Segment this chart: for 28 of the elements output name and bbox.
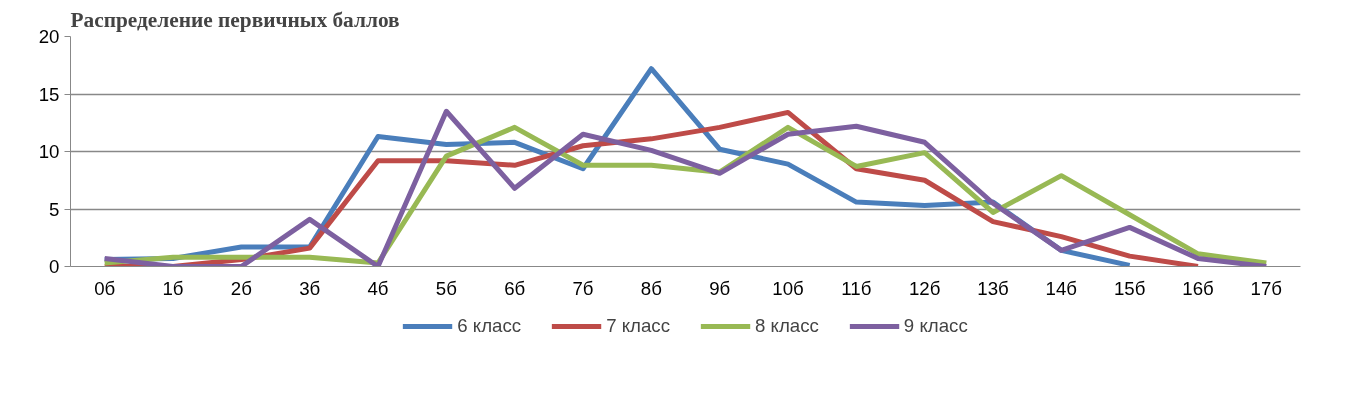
x-tick-label: 11б	[841, 277, 872, 299]
x-tick-label: 10б	[772, 277, 804, 299]
legend-label: 8 класс	[755, 315, 819, 337]
x-tick-label: 17б	[1250, 277, 1283, 299]
x-tick-label: 0б	[94, 277, 116, 299]
x-tick-label: 15б	[1113, 277, 1146, 299]
x-tick-label: 1б	[162, 277, 184, 299]
y-tick-label: 10	[38, 141, 60, 162]
x-tick-label: 7б	[572, 277, 594, 299]
x-tick-label: 4б	[367, 277, 389, 299]
y-tick-label: 15	[38, 83, 60, 105]
x-tick-label: 16б	[1182, 277, 1214, 299]
y-tick-label: 0	[49, 256, 60, 277]
x-tick-label: 3б	[299, 277, 321, 299]
legend-label: 9 класс	[903, 315, 968, 337]
x-tick-label: 9б	[709, 277, 731, 299]
legend-label: 7 класс	[606, 315, 670, 337]
chart-title: Распределение первичных баллов	[70, 7, 400, 32]
x-tick-label: 8б	[640, 277, 662, 299]
x-tick-label: 2б	[230, 277, 252, 299]
x-tick-label: 5б	[435, 277, 457, 299]
y-tick-label: 5	[49, 198, 60, 220]
legend-label: 6 класс	[457, 315, 522, 337]
y-tick-label: 20	[38, 26, 60, 47]
x-tick-label: 14б	[1045, 277, 1078, 299]
x-tick-label: 13б	[977, 277, 1009, 299]
x-tick-label: 12б	[908, 277, 941, 299]
x-tick-label: 6б	[504, 277, 526, 299]
